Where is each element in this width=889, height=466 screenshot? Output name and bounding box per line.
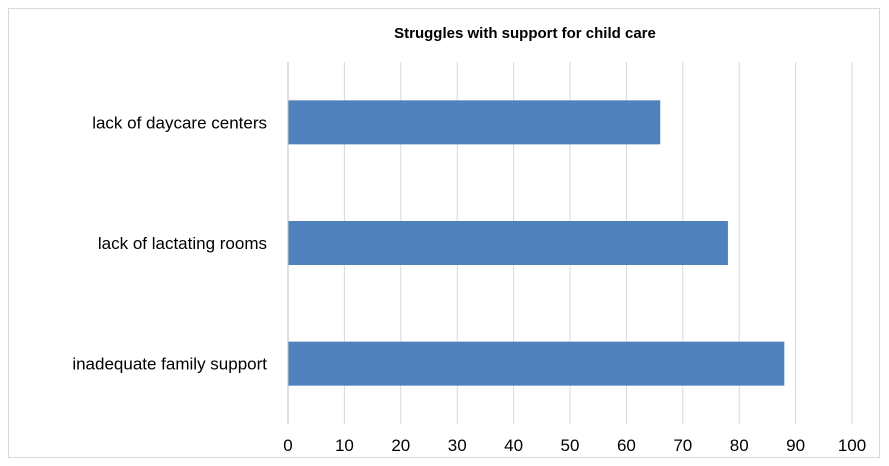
x-tick-label: 50 bbox=[561, 436, 580, 455]
bar bbox=[288, 341, 785, 386]
chart-title: Struggles with support for child care bbox=[394, 25, 656, 42]
x-tick-label: 30 bbox=[448, 436, 467, 455]
x-tick-label: 100 bbox=[838, 436, 866, 455]
bar bbox=[288, 221, 728, 265]
x-tick-label: 90 bbox=[786, 436, 805, 455]
x-tick-label: 80 bbox=[730, 436, 749, 455]
category-label: lack of daycare centers bbox=[92, 113, 267, 132]
x-tick-label: 40 bbox=[504, 436, 523, 455]
category-label: inadequate family support bbox=[72, 355, 267, 374]
bar bbox=[288, 100, 661, 145]
x-tick-label: 70 bbox=[673, 436, 692, 455]
x-tick-label: 10 bbox=[335, 436, 354, 455]
axes: 0 10 20 30 40 50 60 70 80 90 100 lack of daycare ce… bbox=[72, 62, 866, 455]
x-tick-label: 0 bbox=[283, 436, 292, 455]
bars bbox=[288, 100, 785, 386]
x-tick-label: 60 bbox=[617, 436, 636, 455]
category-label: lack of lactating rooms bbox=[98, 234, 267, 253]
x-tick-label: 20 bbox=[391, 436, 410, 455]
